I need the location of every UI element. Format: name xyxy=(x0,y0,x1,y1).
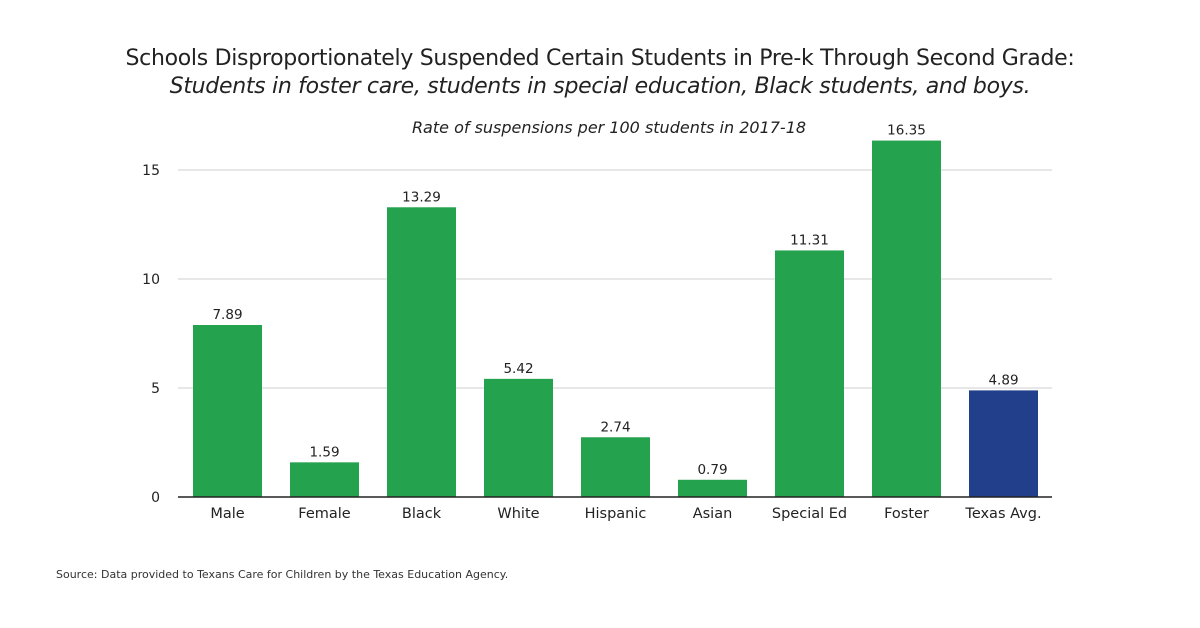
y-tick-label: 15 xyxy=(142,163,160,179)
bar xyxy=(581,437,650,497)
bar xyxy=(193,324,262,497)
data-label: 16.35 xyxy=(887,123,926,139)
bar xyxy=(290,462,359,497)
y-tick-label: 5 xyxy=(151,381,160,397)
data-label: 0.79 xyxy=(697,462,727,478)
bar xyxy=(775,250,844,497)
chart-subtitle: Students in foster care, students in spe… xyxy=(169,74,1031,99)
x-tick-label: Texas Avg. xyxy=(964,506,1041,522)
y-tick-label: 10 xyxy=(142,272,160,288)
y-tick-label: 0 xyxy=(151,490,160,506)
data-label: 1.59 xyxy=(309,444,339,460)
data-label: 5.42 xyxy=(503,361,533,377)
bar xyxy=(969,390,1038,497)
data-label: 13.29 xyxy=(402,189,441,205)
source-note: Source: Data provided to Texans Care for… xyxy=(56,568,509,581)
x-tick-label: Foster xyxy=(884,506,929,522)
x-tick-label: White xyxy=(497,506,539,522)
x-tick-label: Black xyxy=(402,506,442,522)
bar xyxy=(484,378,553,497)
data-label: 11.31 xyxy=(790,232,829,248)
bar xyxy=(678,479,747,497)
bar xyxy=(387,207,456,497)
data-label: 7.89 xyxy=(212,307,242,323)
chart-caption: Rate of suspensions per 100 students in … xyxy=(411,118,807,137)
x-tick-label: Special Ed xyxy=(772,506,847,522)
bar xyxy=(872,140,941,497)
x-tick-label: Asian xyxy=(693,506,733,522)
x-tick-label: Hispanic xyxy=(585,506,647,522)
chart-title: Schools Disproportionately Suspended Cer… xyxy=(125,46,1075,71)
data-label: 2.74 xyxy=(600,419,630,435)
data-label: 4.89 xyxy=(988,372,1018,388)
x-tick-label: Male xyxy=(210,506,244,522)
x-tick-label: Female xyxy=(298,506,351,522)
